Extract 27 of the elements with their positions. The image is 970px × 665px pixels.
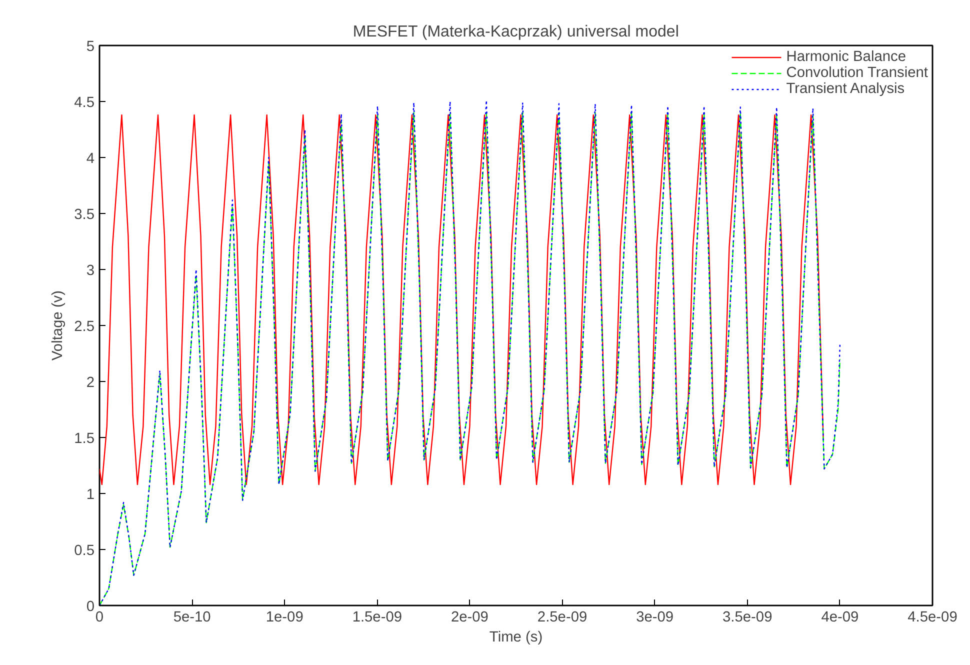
legend-label: Convolution Transient [786,65,928,81]
y-axis-title: Voltage (v) [50,290,66,361]
legend-label: Harmonic Balance [786,49,906,65]
chart-title: MESFET (Materka-Kacprzak) universal model [352,24,679,40]
y-tick-label: 1 [86,487,95,503]
y-tick-label: 3 [86,263,95,279]
y-tick-label: 2.5 [74,319,94,335]
x-tick-label: 3.5e-09 [722,610,772,626]
x-tick-label: 3e-09 [636,610,674,626]
x-tick-label: 1e-09 [266,610,304,626]
legend-label: Transient Analysis [786,81,905,97]
y-tick-label: 0.5 [74,543,94,559]
x-tick-label: 2e-09 [450,610,488,626]
y-tick-label: 2 [86,375,95,391]
y-tick-label: 0 [86,599,95,615]
x-tick-label: 4.5e-09 [908,610,958,626]
x-tick-label: 4e-09 [821,610,859,626]
x-tick-label: 1.5e-09 [352,610,402,626]
y-tick-label: 1.5 [74,431,94,447]
x-tick-label: 5e-10 [173,610,211,626]
x-axis-title: Time (s) [489,630,543,646]
y-tick-label: 3.5 [74,207,94,223]
line-series [100,114,824,486]
x-tick-label: 2.5e-09 [537,610,588,626]
y-tick-label: 4 [86,151,95,167]
y-tick-label: 4.5 [74,95,94,111]
y-tick-label: 5 [86,39,95,55]
